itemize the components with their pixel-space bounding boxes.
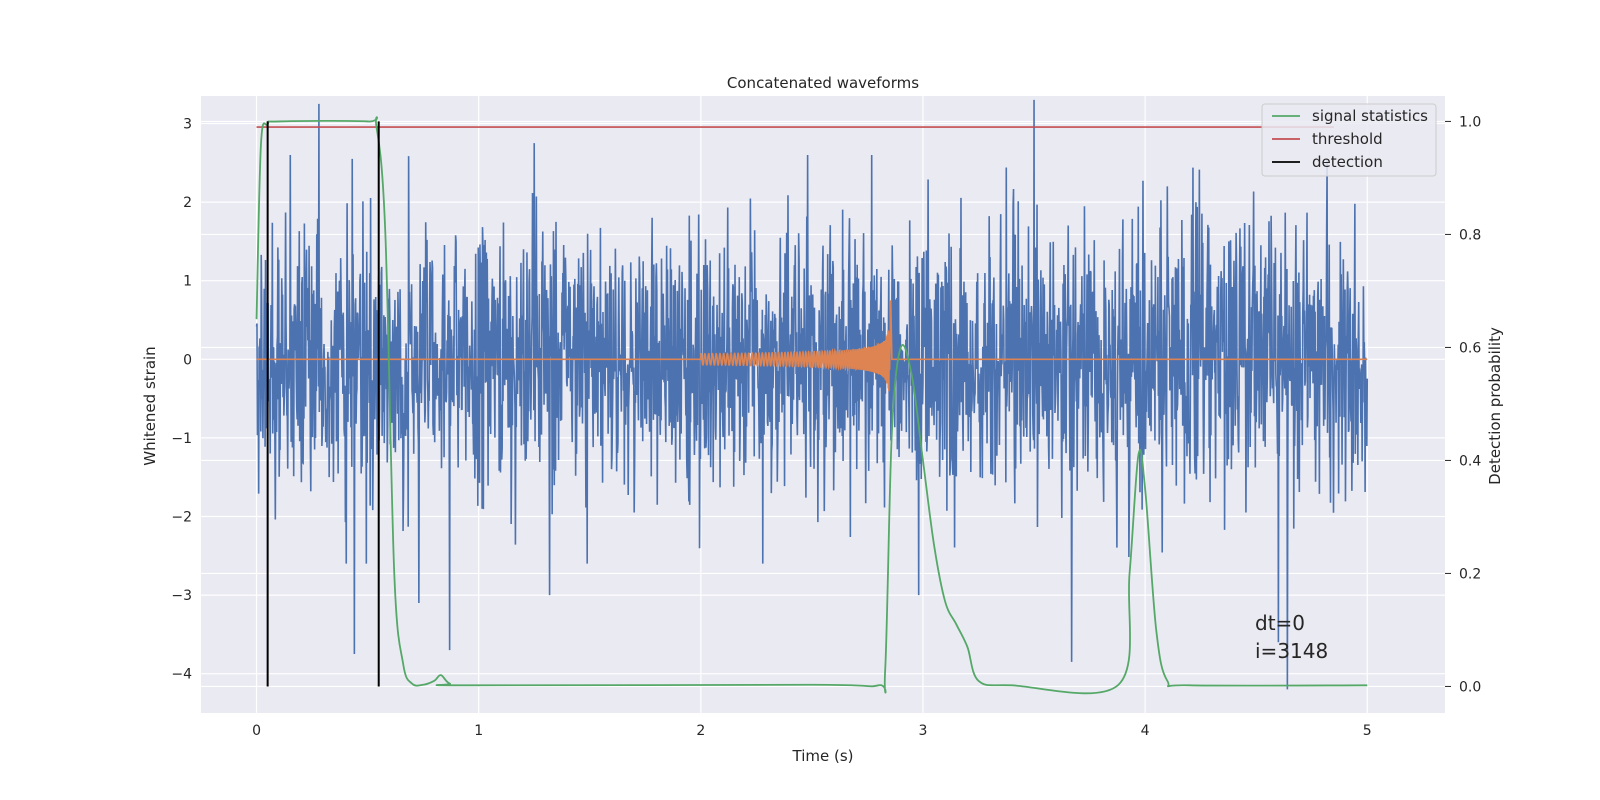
y2-tick-label: 1.0: [1459, 114, 1481, 130]
x-tick-label: 4: [1141, 723, 1150, 739]
x-tick-label: 1: [474, 723, 483, 739]
legend-label-signal-statistics: signal statistics: [1312, 107, 1428, 125]
legend-label-threshold: threshold: [1312, 130, 1383, 148]
y2-tick-label: 0.8: [1459, 227, 1481, 243]
chirp-series: [256, 300, 1368, 392]
y-tick-label: −2: [171, 510, 192, 526]
y2-tick-label: 0.0: [1459, 679, 1481, 695]
x-tick-label: 3: [919, 723, 928, 739]
y-tick-label: 3: [183, 117, 192, 133]
legend-label-detection: detection: [1312, 153, 1383, 171]
annotation-index: i=3148: [1255, 639, 1328, 663]
annotation-dt: dt=0: [1255, 611, 1305, 635]
x-tick-label: 0: [252, 723, 261, 739]
y2-axis-label: Detection probability: [1486, 327, 1504, 485]
axis-labels: 0 1 2 3 4 5 −4 −3 −2 −1 0 1 2 3 0.0 0.2 0.4 0.6 0.8 1.0: [171, 114, 1481, 739]
x-tick-label: 5: [1363, 723, 1372, 739]
y-tick-label: −1: [171, 431, 192, 447]
y2-tick-label: 0.2: [1459, 566, 1481, 582]
chart-title: Concatenated waveforms: [727, 74, 919, 92]
legend: signal statistics threshold detection: [1261, 103, 1437, 177]
signal-statistics-series: [255, 116, 1368, 695]
y-tick-label: 1: [183, 274, 192, 290]
y-axis-label: Whitened strain: [141, 346, 159, 465]
legend-box: [1261, 103, 1437, 177]
y-tick-label: 0: [183, 352, 192, 368]
y2-tick-label: 0.6: [1459, 340, 1481, 356]
x-tick-label: 2: [696, 723, 705, 739]
annotation: dt=0 i=3148: [1255, 611, 1328, 663]
y-tick-label: 2: [183, 195, 192, 211]
y2-tick-label: 0.4: [1459, 453, 1481, 469]
noise-series: [255, 99, 1369, 690]
x-axis-label: Time (s): [792, 747, 854, 765]
y-tick-label: −4: [171, 667, 192, 683]
y-tick-label: −3: [171, 588, 192, 604]
